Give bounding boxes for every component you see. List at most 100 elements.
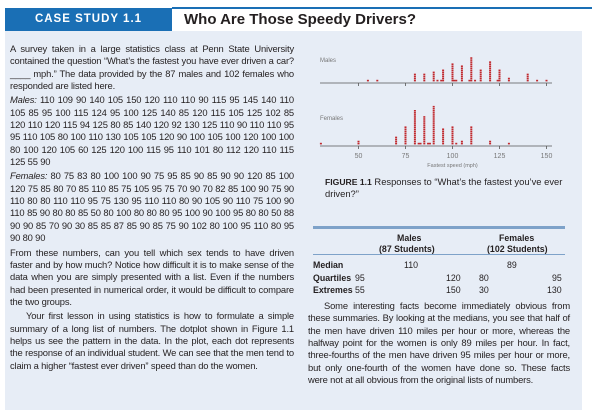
data-dot [526, 77, 529, 80]
extreme-females-max: 130 [547, 285, 562, 295]
data-dot [432, 142, 435, 145]
col-header-females-n: (102 Students) [487, 244, 548, 254]
data-dot [526, 79, 529, 82]
data-dot [423, 138, 426, 141]
data-dot [423, 124, 426, 126]
quartile-females-upper: 95 [552, 273, 562, 283]
data-dot [489, 65, 492, 68]
x-tick-label: 50 [355, 153, 363, 160]
data-dot [470, 57, 473, 59]
extreme-males-min: 55 [355, 285, 365, 295]
paragraph-2: From these numbers, can you tell which s… [10, 246, 294, 307]
data-dot [498, 69, 501, 72]
data-dot [479, 69, 482, 72]
extreme-females-min: 30 [479, 285, 489, 295]
data-dot [423, 77, 426, 80]
data-dot [319, 142, 322, 145]
data-dot [442, 71, 445, 74]
data-dot [404, 130, 407, 133]
data-dot [489, 77, 492, 80]
row-label-quartiles: Quartiles [313, 273, 352, 283]
females-values: 80 75 83 80 100 100 90 75 95 85 90 85 90… [10, 170, 294, 244]
data-dot [413, 142, 416, 145]
median-males: 110 [404, 260, 419, 270]
data-dot [451, 132, 454, 135]
data-dot [427, 142, 430, 145]
data-dot [470, 128, 473, 131]
figure-caption-text: Responses to “What’s the fastest you’ve … [325, 176, 563, 199]
data-dot [470, 65, 473, 68]
data-dot [470, 67, 473, 70]
col-header-males-n: (87 Students) [379, 244, 435, 254]
x-tick-label: 100 [447, 153, 459, 160]
data-dot [460, 77, 463, 80]
data-dot [470, 134, 473, 137]
paragraph-4: Some interesting facts become immediatel… [308, 300, 570, 386]
data-dot [451, 130, 454, 133]
data-dot [470, 140, 473, 143]
data-dot [395, 138, 398, 141]
data-dot [460, 75, 463, 78]
data-dot [413, 79, 416, 82]
data-dot [432, 128, 435, 131]
data-dot [413, 118, 416, 120]
data-dot [451, 73, 454, 76]
data-dot [460, 140, 463, 143]
data-dot [413, 122, 416, 124]
data-dot [474, 79, 477, 82]
figure-caption: FIGURE 1.1 Responses to “What’s the fast… [325, 176, 565, 200]
data-dot [460, 71, 463, 74]
data-dot [432, 110, 435, 112]
data-dot [442, 75, 445, 78]
data-dot [413, 124, 416, 126]
row-label-median: Median [313, 260, 344, 270]
data-dot [489, 71, 492, 74]
data-dot [432, 134, 435, 137]
data-dot [432, 138, 435, 141]
data-dot [442, 134, 445, 137]
data-dot [395, 136, 398, 139]
data-dot [428, 142, 431, 145]
data-dot [451, 128, 454, 131]
data-dot [440, 79, 443, 82]
data-dot [451, 138, 454, 141]
data-dot [470, 77, 473, 80]
data-dot [455, 142, 458, 145]
data-dot [489, 61, 492, 63]
data-dot [413, 112, 416, 114]
data-dot [442, 73, 445, 76]
data-dot [432, 118, 435, 120]
data-dot [423, 134, 426, 137]
col-header-males: Males [397, 233, 422, 243]
data-dot [413, 75, 416, 78]
data-dot [404, 134, 407, 137]
data-dot [460, 67, 463, 70]
data-dot [432, 120, 435, 122]
data-dot [432, 116, 435, 118]
data-dot [413, 136, 416, 139]
data-dot [460, 65, 463, 68]
data-dot [436, 79, 439, 82]
data-dot [470, 138, 473, 141]
data-dot [453, 79, 456, 82]
page-title: Who Are Those Speedy Drivers? [184, 11, 417, 28]
data-dot [470, 73, 473, 76]
data-dot [451, 71, 454, 74]
data-dot [423, 126, 426, 128]
data-dot [460, 73, 463, 76]
data-dot [470, 75, 473, 78]
data-dot [404, 140, 407, 143]
data-dot [507, 79, 510, 82]
data-dot [404, 132, 407, 135]
quartile-females-lower: 80 [479, 273, 489, 283]
data-dot [404, 136, 407, 139]
data-dot [498, 79, 501, 82]
data-dot [470, 136, 473, 139]
data-dot [417, 142, 420, 145]
data-dot [479, 75, 482, 78]
data-dot [413, 73, 416, 76]
x-axis-label: Fastest speed (mph) [427, 163, 478, 169]
data-dot [451, 79, 454, 82]
data-dot [413, 138, 416, 141]
data-dot [451, 140, 454, 143]
